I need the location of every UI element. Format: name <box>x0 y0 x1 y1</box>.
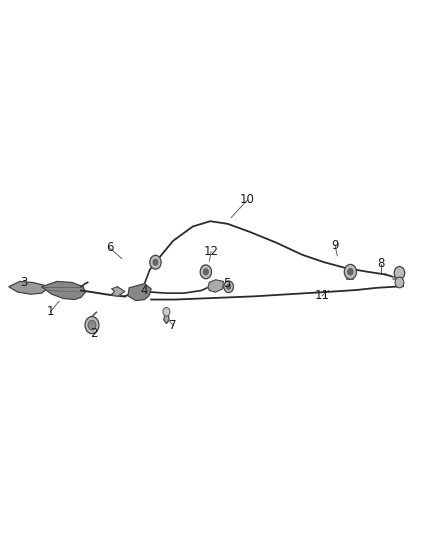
Text: 9: 9 <box>331 239 339 252</box>
Text: 5: 5 <box>223 277 230 290</box>
Circle shape <box>394 266 405 279</box>
Polygon shape <box>208 280 223 292</box>
Text: 6: 6 <box>106 241 113 254</box>
Polygon shape <box>112 287 125 296</box>
Circle shape <box>224 281 233 293</box>
Circle shape <box>344 264 357 279</box>
Text: 2: 2 <box>90 327 98 340</box>
Circle shape <box>203 269 208 275</box>
Circle shape <box>226 284 231 289</box>
Circle shape <box>150 255 161 269</box>
Circle shape <box>200 265 212 279</box>
Circle shape <box>395 277 404 288</box>
Circle shape <box>153 259 158 265</box>
Text: 4: 4 <box>141 284 148 297</box>
Text: 8: 8 <box>378 257 385 270</box>
Text: 1: 1 <box>46 305 54 318</box>
Circle shape <box>85 317 99 334</box>
Text: 7: 7 <box>169 319 177 332</box>
Text: 12: 12 <box>204 245 219 258</box>
Polygon shape <box>9 281 47 294</box>
Text: 11: 11 <box>314 289 329 302</box>
Text: 3: 3 <box>21 276 28 289</box>
Circle shape <box>163 308 170 316</box>
Polygon shape <box>128 284 151 301</box>
Circle shape <box>88 320 96 330</box>
Text: 10: 10 <box>240 193 255 206</box>
Circle shape <box>348 269 353 275</box>
Polygon shape <box>42 281 85 300</box>
Polygon shape <box>164 312 169 324</box>
